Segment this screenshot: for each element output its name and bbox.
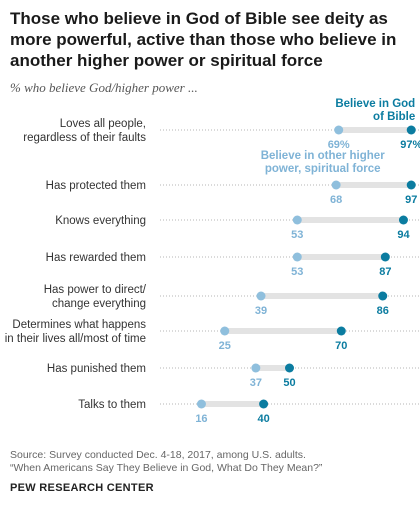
- dot-other: [293, 253, 302, 262]
- dot-bible: [285, 364, 294, 373]
- value-label-other: 39: [255, 305, 267, 317]
- dot-other: [251, 364, 260, 373]
- dot-bible: [337, 327, 346, 336]
- category-label: Has power to direct/: [44, 284, 147, 296]
- dot-bible: [407, 181, 416, 190]
- dot-other: [220, 327, 229, 336]
- value-label-other: 37: [250, 377, 262, 389]
- dot-other: [197, 400, 206, 409]
- value-label-bible: 97%: [400, 139, 420, 151]
- value-label-bible: 70: [335, 340, 347, 352]
- category-label: regardless of their faults: [23, 132, 146, 144]
- category-label: Determines what happens: [12, 319, 146, 331]
- dot-bible: [407, 126, 416, 135]
- value-label-bible: 87: [379, 266, 391, 278]
- chart-title: Those who believe in God of Bible see de…: [10, 8, 410, 71]
- brand-logo-text: PEW RESEARCH CENTER: [10, 482, 154, 494]
- source-line-2: “When Americans Say They Believe in God,…: [10, 462, 322, 475]
- dot-bible: [381, 253, 390, 262]
- value-label-other: 53: [291, 266, 303, 278]
- series-label-other: power, spiritual force: [265, 163, 381, 175]
- category-label: Knows everything: [55, 215, 146, 227]
- category-label: Has punished them: [47, 363, 146, 375]
- series-label-bible: of Bible: [373, 111, 415, 123]
- source-line-1: Source: Survey conducted Dec. 4-18, 2017…: [10, 449, 322, 462]
- dot-other: [334, 126, 343, 135]
- source-note: Source: Survey conducted Dec. 4-18, 2017…: [10, 449, 322, 475]
- category-label: Talks to them: [78, 399, 146, 411]
- dot-bible: [378, 292, 387, 301]
- value-label-bible: 50: [283, 377, 295, 389]
- value-label-bible: 40: [257, 413, 269, 425]
- value-label-bible: 86: [377, 305, 389, 317]
- category-label: change everything: [52, 298, 146, 310]
- value-label-bible: 94: [397, 229, 410, 241]
- series-label-bible: Believe in God: [335, 98, 415, 110]
- dot-other: [293, 216, 302, 225]
- category-label: Loves all people,: [60, 118, 146, 130]
- dot-bible: [399, 216, 408, 225]
- dot-other: [257, 292, 266, 301]
- value-label-bible: 97: [405, 194, 417, 206]
- dot-bible: [259, 400, 268, 409]
- series-label-other: Believe in other higher: [261, 150, 385, 162]
- category-label: in their lives all/most of time: [5, 333, 146, 345]
- dot-other: [332, 181, 341, 190]
- value-label-other: 53: [291, 229, 303, 241]
- value-label-other: 68: [330, 194, 342, 206]
- value-label-other: 25: [219, 340, 231, 352]
- value-label-other: 16: [195, 413, 207, 425]
- chart-subtitle: % who believe God/higher power ...: [10, 80, 198, 96]
- category-label: Has rewarded them: [46, 252, 146, 264]
- category-label: Has protected them: [46, 180, 146, 192]
